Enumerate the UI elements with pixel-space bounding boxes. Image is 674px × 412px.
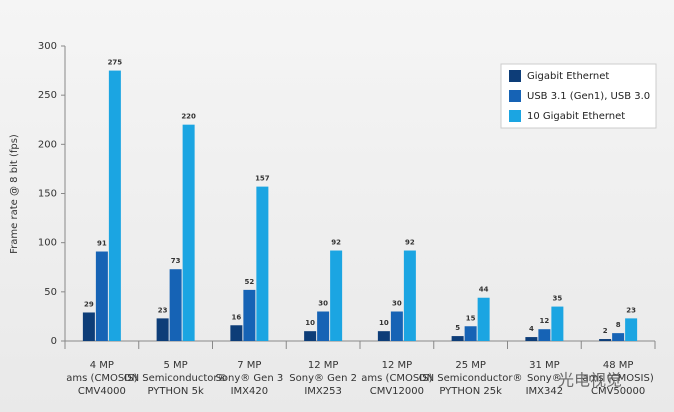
value-label: 12 [540, 317, 550, 325]
x-tick-label: 5 MP [164, 360, 188, 371]
watermark: 光电视觉 [558, 371, 622, 390]
y-axis-title: Frame rate @ 8 bit (fps) [9, 134, 20, 254]
bar [330, 250, 343, 341]
x-tick-label: 7 MP [237, 360, 261, 371]
value-label: 10 [305, 319, 315, 327]
value-label: 4 [529, 325, 534, 333]
x-tick-label: ON Semiconductor® [419, 373, 523, 384]
bar [156, 318, 169, 341]
value-label: 2 [603, 327, 608, 335]
value-label: 220 [181, 113, 196, 121]
y-tick-label: 100 [38, 238, 57, 249]
x-tick-label: ams (CMOSIS) [583, 373, 654, 384]
value-label: 30 [318, 300, 328, 308]
bar [108, 70, 121, 341]
x-tick-label: ams (CMOSIS) [66, 373, 137, 384]
bar [451, 336, 464, 341]
value-label: 157 [255, 175, 270, 183]
value-label: 5 [455, 324, 460, 332]
legend-box [500, 63, 657, 129]
x-tick-label: IMX253 [304, 386, 342, 397]
legend-swatch [509, 70, 521, 82]
x-tick-label: Sony® [527, 373, 562, 384]
x-tick-label: PYTHON 25k [439, 386, 502, 397]
bar [95, 251, 108, 341]
value-label: 10 [379, 319, 389, 327]
y-tick-label: 200 [38, 139, 57, 150]
x-tick-label: PYTHON 5k [148, 386, 204, 397]
bar [304, 331, 317, 341]
x-tick-label: Sony® Gen 3 [216, 373, 284, 384]
bar [477, 297, 490, 341]
bar [243, 289, 256, 341]
x-tick-label: 12 MP [308, 360, 339, 371]
bar [169, 269, 182, 341]
legend-label: Gigabit Ethernet [527, 71, 609, 82]
value-label: 92 [331, 239, 341, 247]
bar [551, 306, 564, 341]
x-tick-label: Sony® Gen 2 [289, 373, 357, 384]
value-label: 8 [616, 321, 621, 329]
x-tick-label: CMV4000 [78, 386, 126, 397]
x-tick-label: 31 MP [529, 360, 560, 371]
y-tick-label: 0 [51, 336, 57, 347]
bar [625, 318, 638, 341]
y-tick-label: 250 [38, 90, 57, 101]
x-tick-label: 48 MP [603, 360, 634, 371]
x-tick-label: 25 MP [455, 360, 486, 371]
x-tick-label: CMV50000 [591, 386, 645, 397]
x-tick-label: CMV12000 [370, 386, 424, 397]
value-label: 52 [245, 278, 255, 286]
bar [599, 339, 612, 341]
bar [230, 325, 243, 341]
x-tick-label: 4 MP [90, 360, 114, 371]
legend-swatch [509, 110, 521, 122]
bar [256, 186, 269, 341]
bar [377, 331, 390, 341]
value-label: 91 [97, 240, 107, 248]
x-tick-label: IMX420 [231, 386, 269, 397]
bar [464, 326, 477, 341]
value-label: 35 [553, 295, 563, 303]
value-label: 44 [479, 286, 489, 294]
bar [182, 124, 195, 342]
x-tick-label: 12 MP [382, 360, 413, 371]
value-label: 23 [158, 306, 168, 314]
bar [525, 337, 538, 341]
value-label: 16 [232, 313, 242, 321]
value-label: 275 [108, 59, 123, 67]
bar [82, 312, 95, 341]
x-tick-label: IMX342 [526, 386, 564, 397]
bar [390, 311, 403, 341]
value-label: 29 [84, 300, 94, 308]
legend-label: USB 3.1 (Gen1), USB 3.0 [527, 91, 650, 102]
value-label: 23 [626, 306, 636, 314]
bar [403, 250, 416, 341]
legend-label: 10 Gigabit Ethernet [527, 111, 625, 122]
value-label: 15 [466, 314, 476, 322]
legend-swatch [509, 90, 521, 102]
y-tick-label: 300 [38, 41, 57, 52]
y-tick-label: 50 [44, 287, 57, 298]
value-label: 73 [171, 257, 181, 265]
x-tick-label: ams (CMOSIS) [361, 373, 432, 384]
bar [538, 329, 551, 341]
y-tick-label: 150 [38, 189, 57, 200]
value-label: 30 [392, 300, 402, 308]
bar [317, 311, 330, 341]
bar [612, 333, 625, 341]
x-tick-label: ON Semiconductor® [124, 373, 228, 384]
value-label: 92 [405, 239, 415, 247]
